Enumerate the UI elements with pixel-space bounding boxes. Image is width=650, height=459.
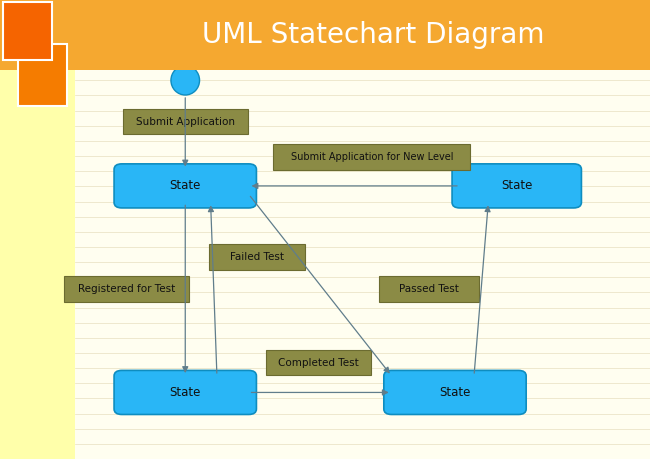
FancyBboxPatch shape (380, 276, 478, 302)
Text: Registered for Test: Registered for Test (78, 284, 176, 294)
Text: State: State (170, 179, 201, 192)
FancyBboxPatch shape (265, 350, 372, 375)
Text: Failed Test: Failed Test (229, 252, 284, 262)
FancyBboxPatch shape (18, 44, 67, 106)
FancyBboxPatch shape (452, 164, 581, 208)
Text: State: State (501, 179, 532, 192)
FancyBboxPatch shape (0, 0, 650, 70)
FancyBboxPatch shape (122, 109, 248, 134)
Text: UML Statechart Diagram: UML Statechart Diagram (203, 21, 545, 49)
FancyBboxPatch shape (114, 164, 256, 208)
Ellipse shape (171, 66, 200, 95)
Text: Completed Test: Completed Test (278, 358, 359, 368)
Text: Submit Application for New Level: Submit Application for New Level (291, 152, 453, 162)
FancyBboxPatch shape (384, 370, 526, 414)
Text: State: State (439, 386, 471, 399)
FancyBboxPatch shape (3, 2, 52, 60)
Text: Passed Test: Passed Test (399, 284, 459, 294)
FancyBboxPatch shape (0, 0, 75, 459)
FancyBboxPatch shape (114, 370, 256, 414)
Text: State: State (170, 386, 201, 399)
FancyBboxPatch shape (209, 244, 305, 270)
FancyBboxPatch shape (273, 144, 471, 170)
FancyBboxPatch shape (64, 276, 190, 302)
Text: Submit Application: Submit Application (136, 117, 235, 127)
